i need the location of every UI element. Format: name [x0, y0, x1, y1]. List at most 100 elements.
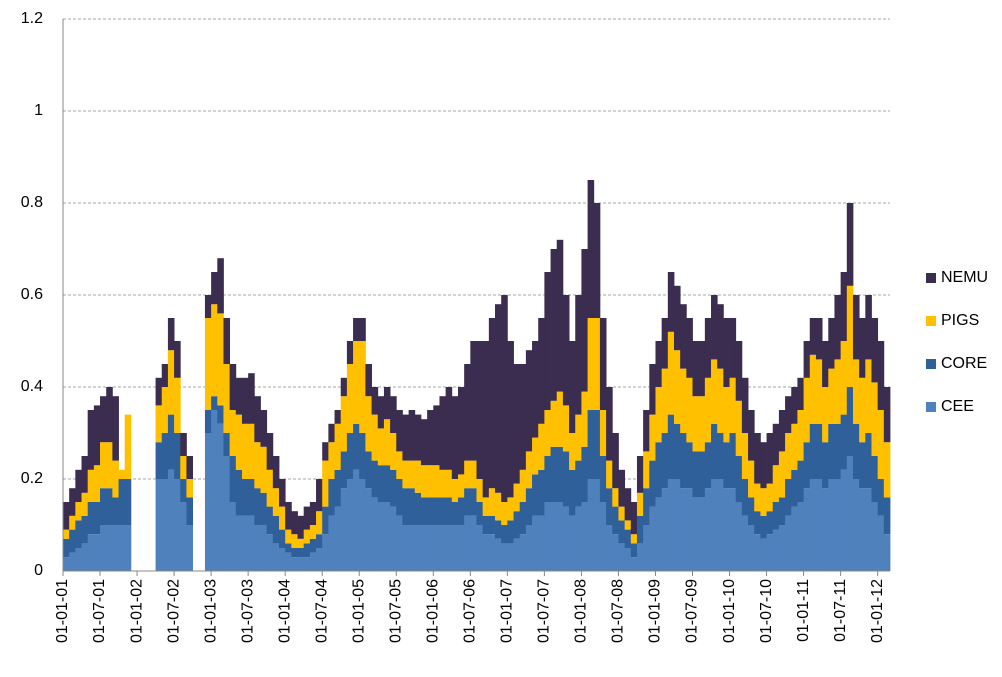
bar-segment	[513, 511, 521, 539]
bar-segment	[883, 442, 891, 498]
bar-segment	[822, 341, 829, 387]
bar-segment	[704, 318, 712, 378]
bar-segment	[723, 318, 730, 387]
bar-segment	[81, 543, 89, 571]
bar-segment	[377, 502, 385, 571]
bar-segment	[427, 525, 434, 571]
bar-segment	[433, 465, 440, 498]
bar-segment	[532, 341, 539, 438]
bar-segment	[772, 529, 780, 571]
bar-segment	[93, 502, 101, 535]
bar-segment	[834, 423, 842, 479]
bar-segment	[556, 391, 564, 447]
bar-segment	[217, 405, 224, 424]
bar-segment	[161, 433, 169, 479]
bar-segment	[791, 506, 798, 571]
bar-segment	[291, 557, 298, 571]
bar-segment	[291, 548, 298, 558]
bar-segment	[661, 488, 669, 571]
bar-segment	[482, 341, 490, 498]
bar-segment	[445, 497, 453, 525]
bar-segment	[711, 479, 718, 571]
bar-segment	[359, 479, 366, 571]
bar-segment	[63, 529, 70, 539]
bar-segment	[488, 515, 496, 535]
bar-segment	[291, 534, 298, 548]
bar-segment	[186, 525, 194, 571]
x-tick-label: 01-07-06	[462, 579, 479, 643]
bar-segment	[266, 469, 274, 507]
bar-segment	[464, 460, 471, 489]
x-tick-label: 01-01-07	[499, 579, 516, 643]
bar-segment	[316, 511, 323, 535]
bar-segment	[785, 515, 792, 571]
bar-segment	[575, 414, 582, 461]
bar-segment	[778, 497, 786, 525]
bar-segment	[741, 479, 749, 516]
bar-segment	[396, 479, 403, 516]
bar-segment	[587, 410, 595, 479]
bar-segment	[636, 492, 644, 516]
bar-segment	[581, 502, 588, 571]
bar-segment	[433, 525, 440, 571]
y-tick-label: 0.2	[21, 470, 43, 487]
bar-segment	[630, 502, 638, 535]
bar-segment	[778, 410, 786, 452]
bar-segment	[692, 497, 700, 571]
bar-segment	[550, 502, 558, 571]
bar-segment	[636, 456, 644, 493]
bar-segment	[476, 479, 484, 502]
bar-segment	[532, 474, 539, 516]
bar-segment	[686, 442, 693, 489]
bar-segment	[297, 557, 305, 571]
y-tick-label: 0.4	[21, 378, 43, 395]
bar-segment	[371, 387, 379, 415]
x-tick-label: 01-01-11	[795, 579, 812, 642]
bar-segment	[791, 387, 798, 424]
bar-segment	[291, 511, 298, 535]
bar-segment	[482, 534, 490, 571]
bar-segment	[587, 479, 595, 571]
bar-segment	[408, 525, 416, 571]
bar-segment	[223, 433, 231, 456]
bar-segment	[834, 359, 842, 424]
bar-segment	[266, 534, 274, 571]
bar-segment	[606, 525, 613, 571]
bar-segment	[402, 488, 410, 525]
bar-segment	[525, 525, 533, 571]
bar-segment	[124, 479, 132, 525]
bar-segment	[248, 373, 255, 424]
bar-segment	[871, 382, 879, 456]
bar-segment	[223, 364, 231, 433]
bar-segment	[495, 304, 502, 493]
bar-segment	[235, 377, 243, 415]
bar-segment	[513, 364, 521, 484]
bar-segment	[643, 525, 650, 571]
x-tick-label: 01-07-03	[239, 579, 256, 643]
bar-segment	[340, 488, 348, 571]
bar-segment	[729, 318, 737, 378]
bar-segment	[661, 433, 669, 489]
bar-segment	[507, 520, 514, 544]
bar-segment	[377, 396, 385, 429]
x-tick-label: 01-07-01	[91, 579, 108, 643]
bar-segment	[87, 502, 95, 535]
bar-segment	[457, 474, 465, 498]
bar-segment	[735, 400, 743, 456]
bar-segment	[118, 525, 126, 571]
bar-segment	[599, 456, 607, 502]
bar-segment	[322, 506, 329, 535]
bar-segment	[519, 534, 527, 571]
bar-segment	[445, 525, 453, 571]
bar-segment	[538, 423, 545, 470]
bar-segment	[643, 488, 650, 525]
bar-segment	[636, 515, 644, 544]
bar-segment	[100, 488, 107, 525]
bar-segment	[778, 451, 786, 498]
bar-segment	[439, 396, 447, 470]
bar-segment	[822, 488, 829, 571]
bar-segment	[260, 492, 268, 525]
legend-swatch	[926, 402, 936, 412]
bar-segment	[655, 341, 663, 387]
x-tick-label: 01-01-09	[647, 579, 664, 643]
